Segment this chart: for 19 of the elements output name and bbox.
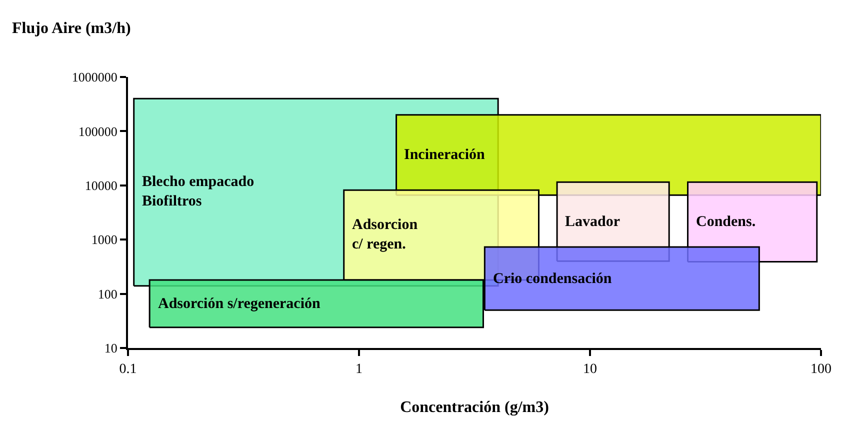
- y-tick-label: 10000: [84, 178, 118, 193]
- x-tick-label: 100: [810, 362, 832, 377]
- series-label: Crio condensación: [493, 271, 612, 287]
- series-label: Incineración: [404, 147, 486, 163]
- series-label: Adsorcion c/ regen.: [352, 217, 418, 252]
- series-label: Adsorción s/regeneración: [158, 296, 322, 312]
- y-axis-title: Flujo Aire (m3/h): [12, 20, 131, 37]
- x-axis-title: Concentración (g/m3): [400, 399, 549, 416]
- y-tick-label: 100000: [78, 124, 118, 139]
- series-label: Condens.: [696, 214, 756, 230]
- y-tick-label: 100: [98, 286, 118, 302]
- x-tick-label: 0.1: [119, 362, 137, 377]
- series-label: Blecho empacado Biofiltros: [142, 174, 254, 210]
- y-tick-label: 10: [104, 340, 118, 356]
- x-tick-label: 10: [583, 362, 597, 377]
- y-tick-label: 1000000: [72, 70, 118, 85]
- x-tick-label: 1: [356, 362, 362, 377]
- series-label: Lavador: [565, 214, 620, 230]
- y-tick-label: 1000: [91, 232, 118, 248]
